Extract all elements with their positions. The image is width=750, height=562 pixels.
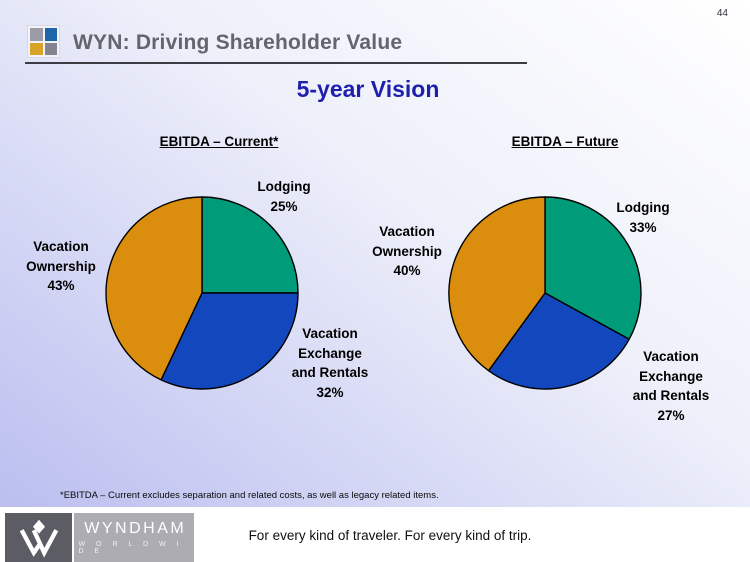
logo-square-gold-icon [30, 42, 43, 55]
pie-slice-label-current-exchange: Vacation Exchange and Rentals 32% [291, 326, 369, 400]
footer-bar: WYNDHAM W O R L D W I D E For every kind… [0, 507, 750, 562]
wyndham-wordmark: WYNDHAM W O R L D W I D E [74, 513, 194, 562]
pie-slice-label-current-ownership: Vacation Ownership 43% [26, 239, 96, 293]
logo-square-gray2-icon [44, 42, 57, 55]
wyndham-logo [5, 513, 72, 562]
logo-square-gray-icon [30, 28, 43, 41]
wyn-squares-logo [27, 25, 60, 58]
pie-slice-vacation-ownership [105, 196, 203, 381]
slide-subtitle: 5-year Vision [296, 76, 440, 102]
pie-slice-lodging [201, 196, 299, 294]
pie-slice-vacation-exchange-and-rentals [487, 292, 630, 390]
right-pie-title: EBITDA – Future [511, 134, 619, 149]
pie-slice-vacation-exchange-and-rentals [160, 292, 299, 390]
brand-name: WYNDHAM [84, 520, 187, 537]
logo-square-blue-icon [44, 28, 57, 41]
left-pie-title: EBITDA – Current* [159, 134, 279, 149]
wyndham-w-icon [19, 519, 58, 558]
pie-slice-lodging [544, 196, 642, 340]
pie-chart-ebitda-current [105, 196, 299, 390]
slide-title: WYN: Driving Shareholder Value [73, 31, 403, 54]
pie-slice-label-future-exchange: Vacation Exchange and Rentals 27% [632, 349, 710, 423]
header-divider [25, 62, 527, 64]
pie-slice-label-future-lodging: Lodging 33% [616, 200, 670, 235]
brand-subname: W O R L D W I D E [78, 541, 184, 555]
page-number: 44 [716, 8, 728, 19]
footnote: *EBITDA – Current excludes separation an… [60, 490, 439, 501]
pie-slice-label-current-lodging: Lodging 25% [257, 179, 311, 214]
footer-tagline: For every kind of traveler. For every ki… [248, 528, 532, 543]
pie-slice-vacation-ownership [448, 196, 546, 372]
pie-chart-ebitda-future [448, 196, 642, 390]
pie-slice-label-future-ownership: Vacation Ownership 40% [372, 224, 442, 278]
